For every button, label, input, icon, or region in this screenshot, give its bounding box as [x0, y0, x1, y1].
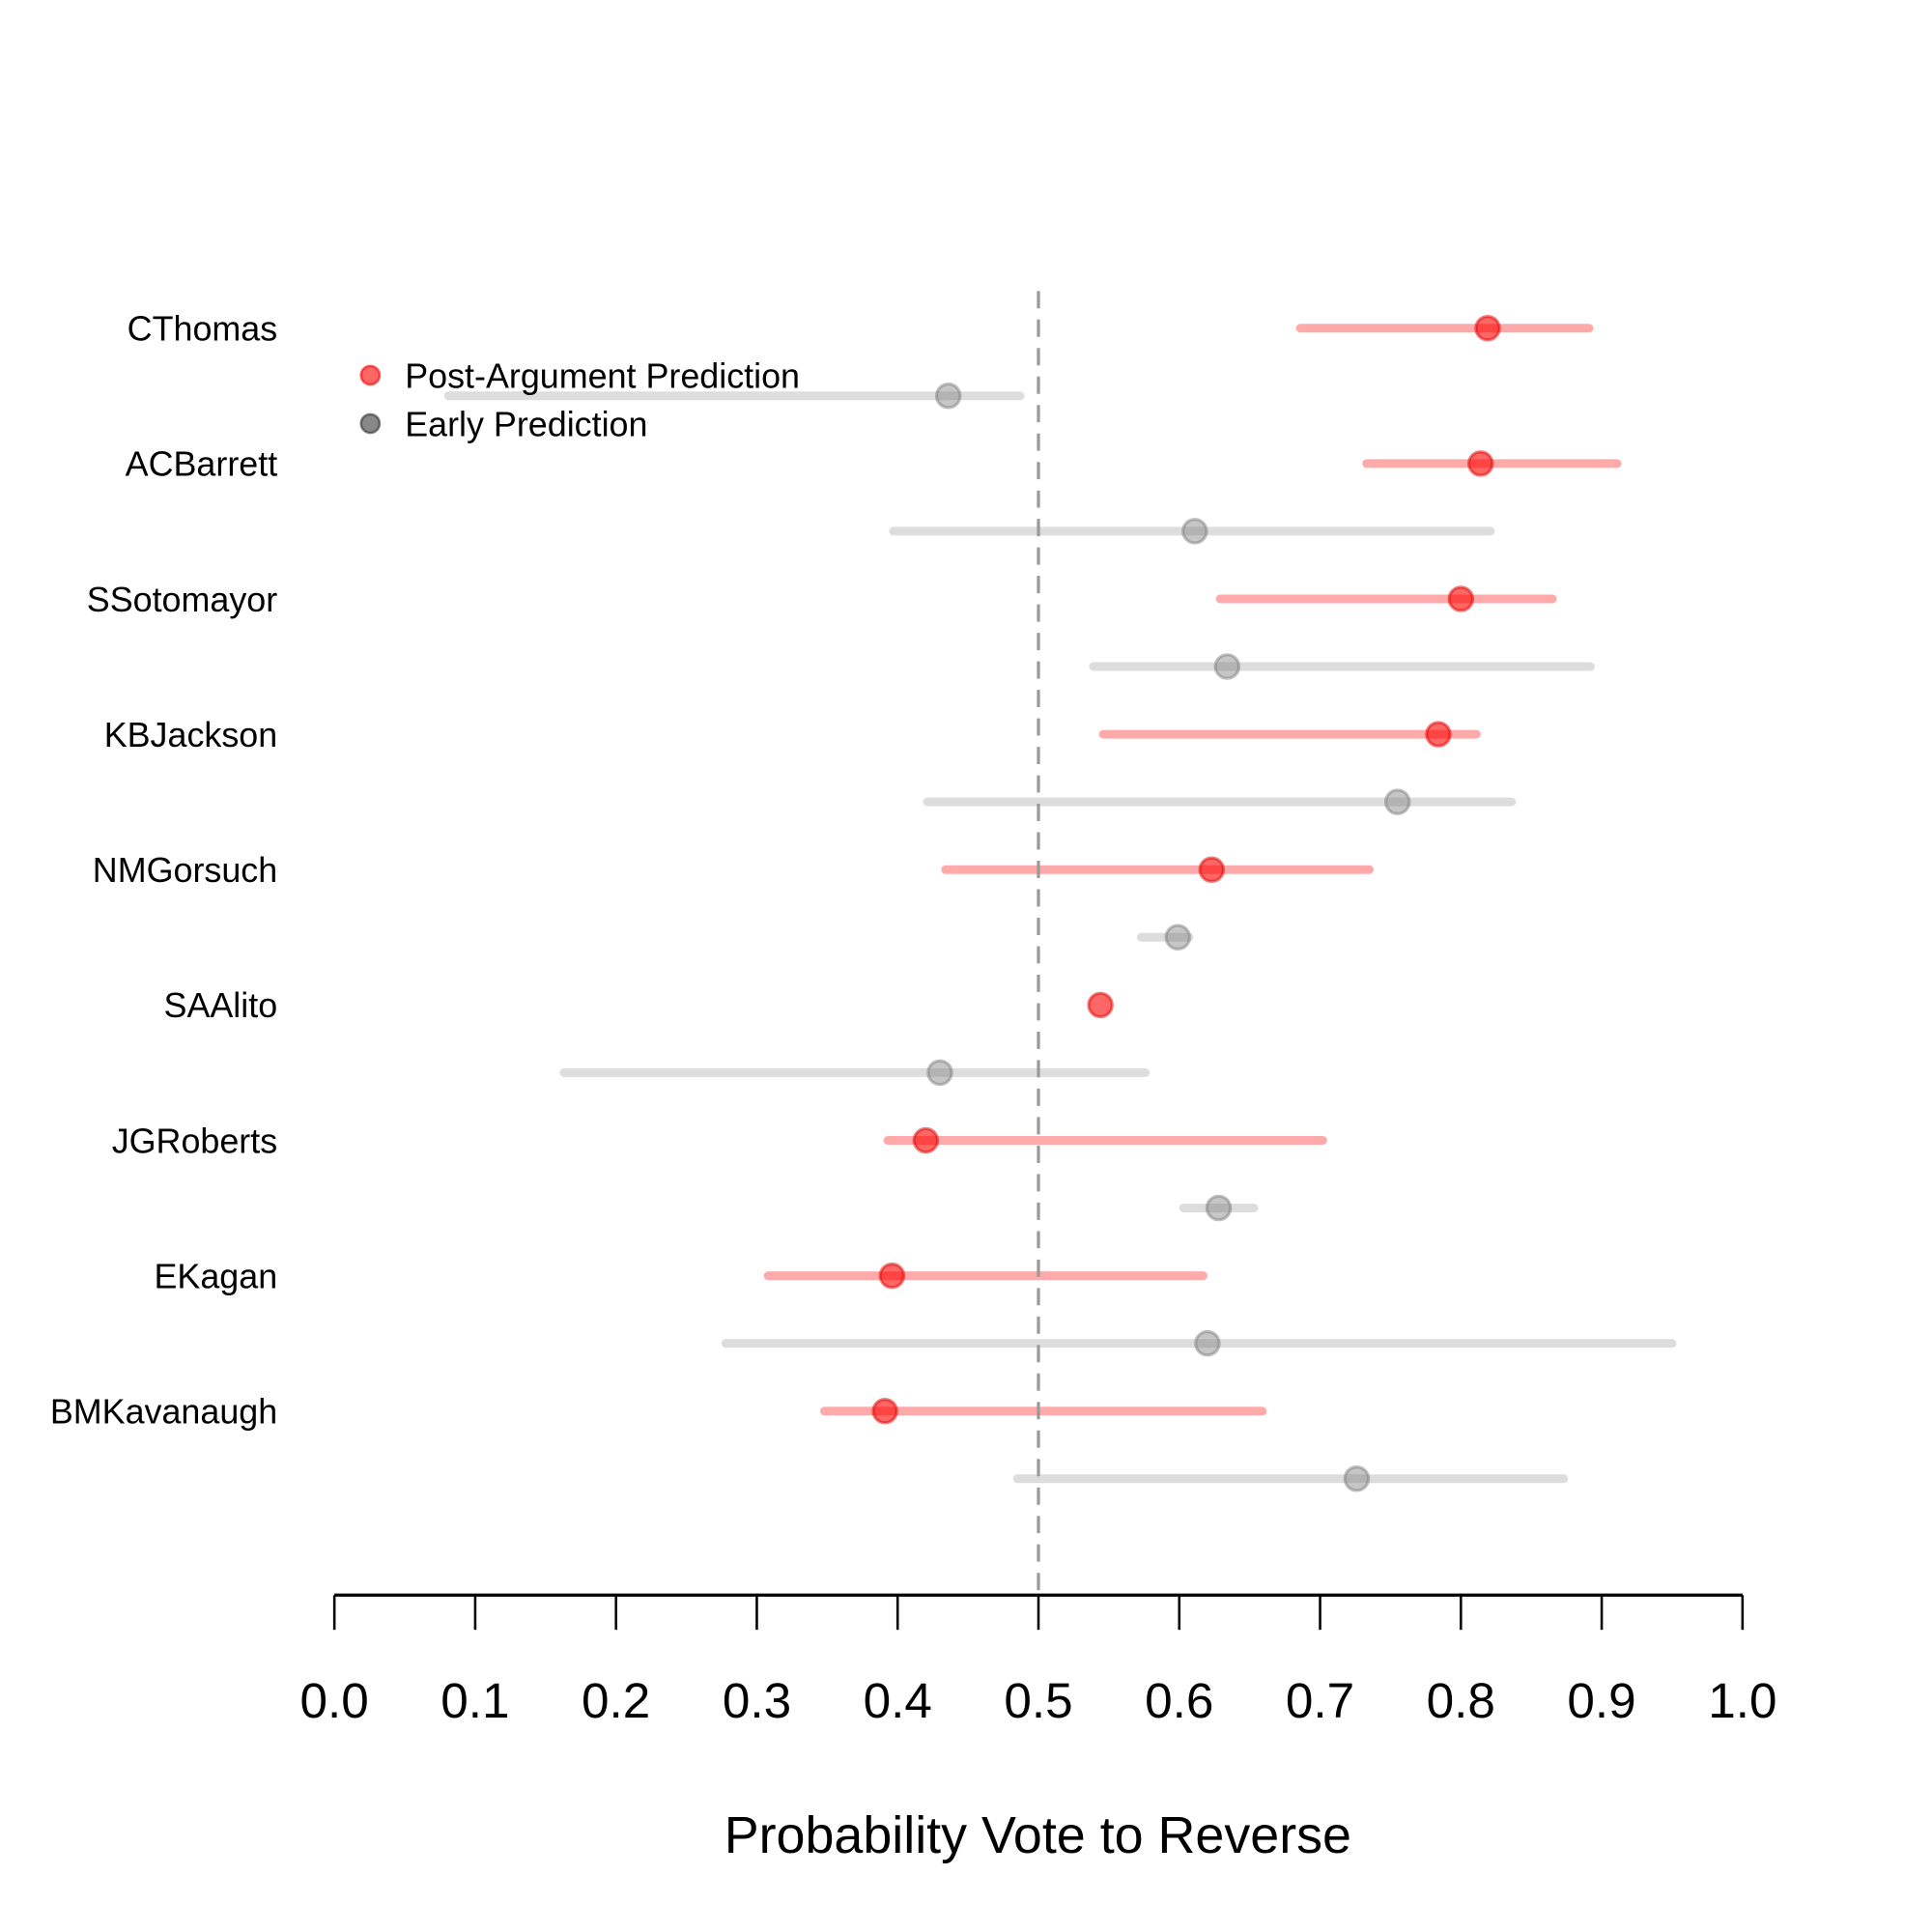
x-tick-label: 0.8	[1427, 1673, 1495, 1728]
x-tick-label: 0.3	[723, 1673, 791, 1728]
early-point	[1181, 518, 1208, 545]
justice-label: JGRoberts	[112, 1122, 277, 1160]
justice-label: KBJackson	[104, 716, 277, 754]
early-point	[934, 382, 962, 410]
x-axis-label: Probability Vote to Reverse	[724, 1806, 1351, 1864]
justice-label: SSotomayor	[87, 581, 277, 619]
justice-label: CThomas	[128, 310, 277, 349]
legend: Post-Argument Prediction Early Predictio…	[359, 356, 800, 443]
x-tick-label: 0.0	[300, 1673, 369, 1728]
x-tick-label: 1.0	[1708, 1673, 1776, 1728]
x-tick-label: 0.6	[1145, 1673, 1213, 1728]
early-point	[1194, 1329, 1221, 1357]
x-tick-label: 0.2	[582, 1673, 650, 1728]
early-point	[1383, 788, 1411, 815]
post-point	[1425, 721, 1452, 748]
justice-label: NMGorsuch	[93, 851, 277, 890]
early-point	[926, 1059, 953, 1087]
justice-label: BMKavanaugh	[50, 1393, 277, 1432]
post-point	[1198, 856, 1226, 884]
legend-early-label: Early Prediction	[405, 405, 647, 443]
early-point	[1213, 653, 1241, 680]
post-point	[912, 1126, 940, 1154]
legend-post-marker	[359, 364, 382, 386]
x-tick-label: 0.4	[864, 1673, 932, 1728]
justice-label: EKagan	[155, 1257, 278, 1295]
x-tick-label: 0.5	[1004, 1673, 1072, 1728]
early-point	[1343, 1464, 1371, 1492]
x-tick-label: 0.1	[440, 1673, 509, 1728]
post-point	[878, 1262, 906, 1290]
early-point	[1205, 1194, 1233, 1222]
post-point	[1087, 991, 1114, 1019]
justice-label: ACBarrett	[126, 445, 278, 484]
post-point	[1466, 450, 1494, 477]
x-tick-label: 0.7	[1286, 1673, 1354, 1728]
legend-post-label: Post-Argument Prediction	[405, 356, 800, 395]
post-point	[871, 1397, 898, 1425]
post-point	[1447, 585, 1475, 612]
early-point	[1164, 923, 1192, 952]
x-tick-label: 0.9	[1567, 1673, 1635, 1728]
legend-early-marker	[359, 412, 382, 435]
justice-label: SAAlito	[164, 986, 278, 1025]
post-point	[1474, 314, 1501, 342]
